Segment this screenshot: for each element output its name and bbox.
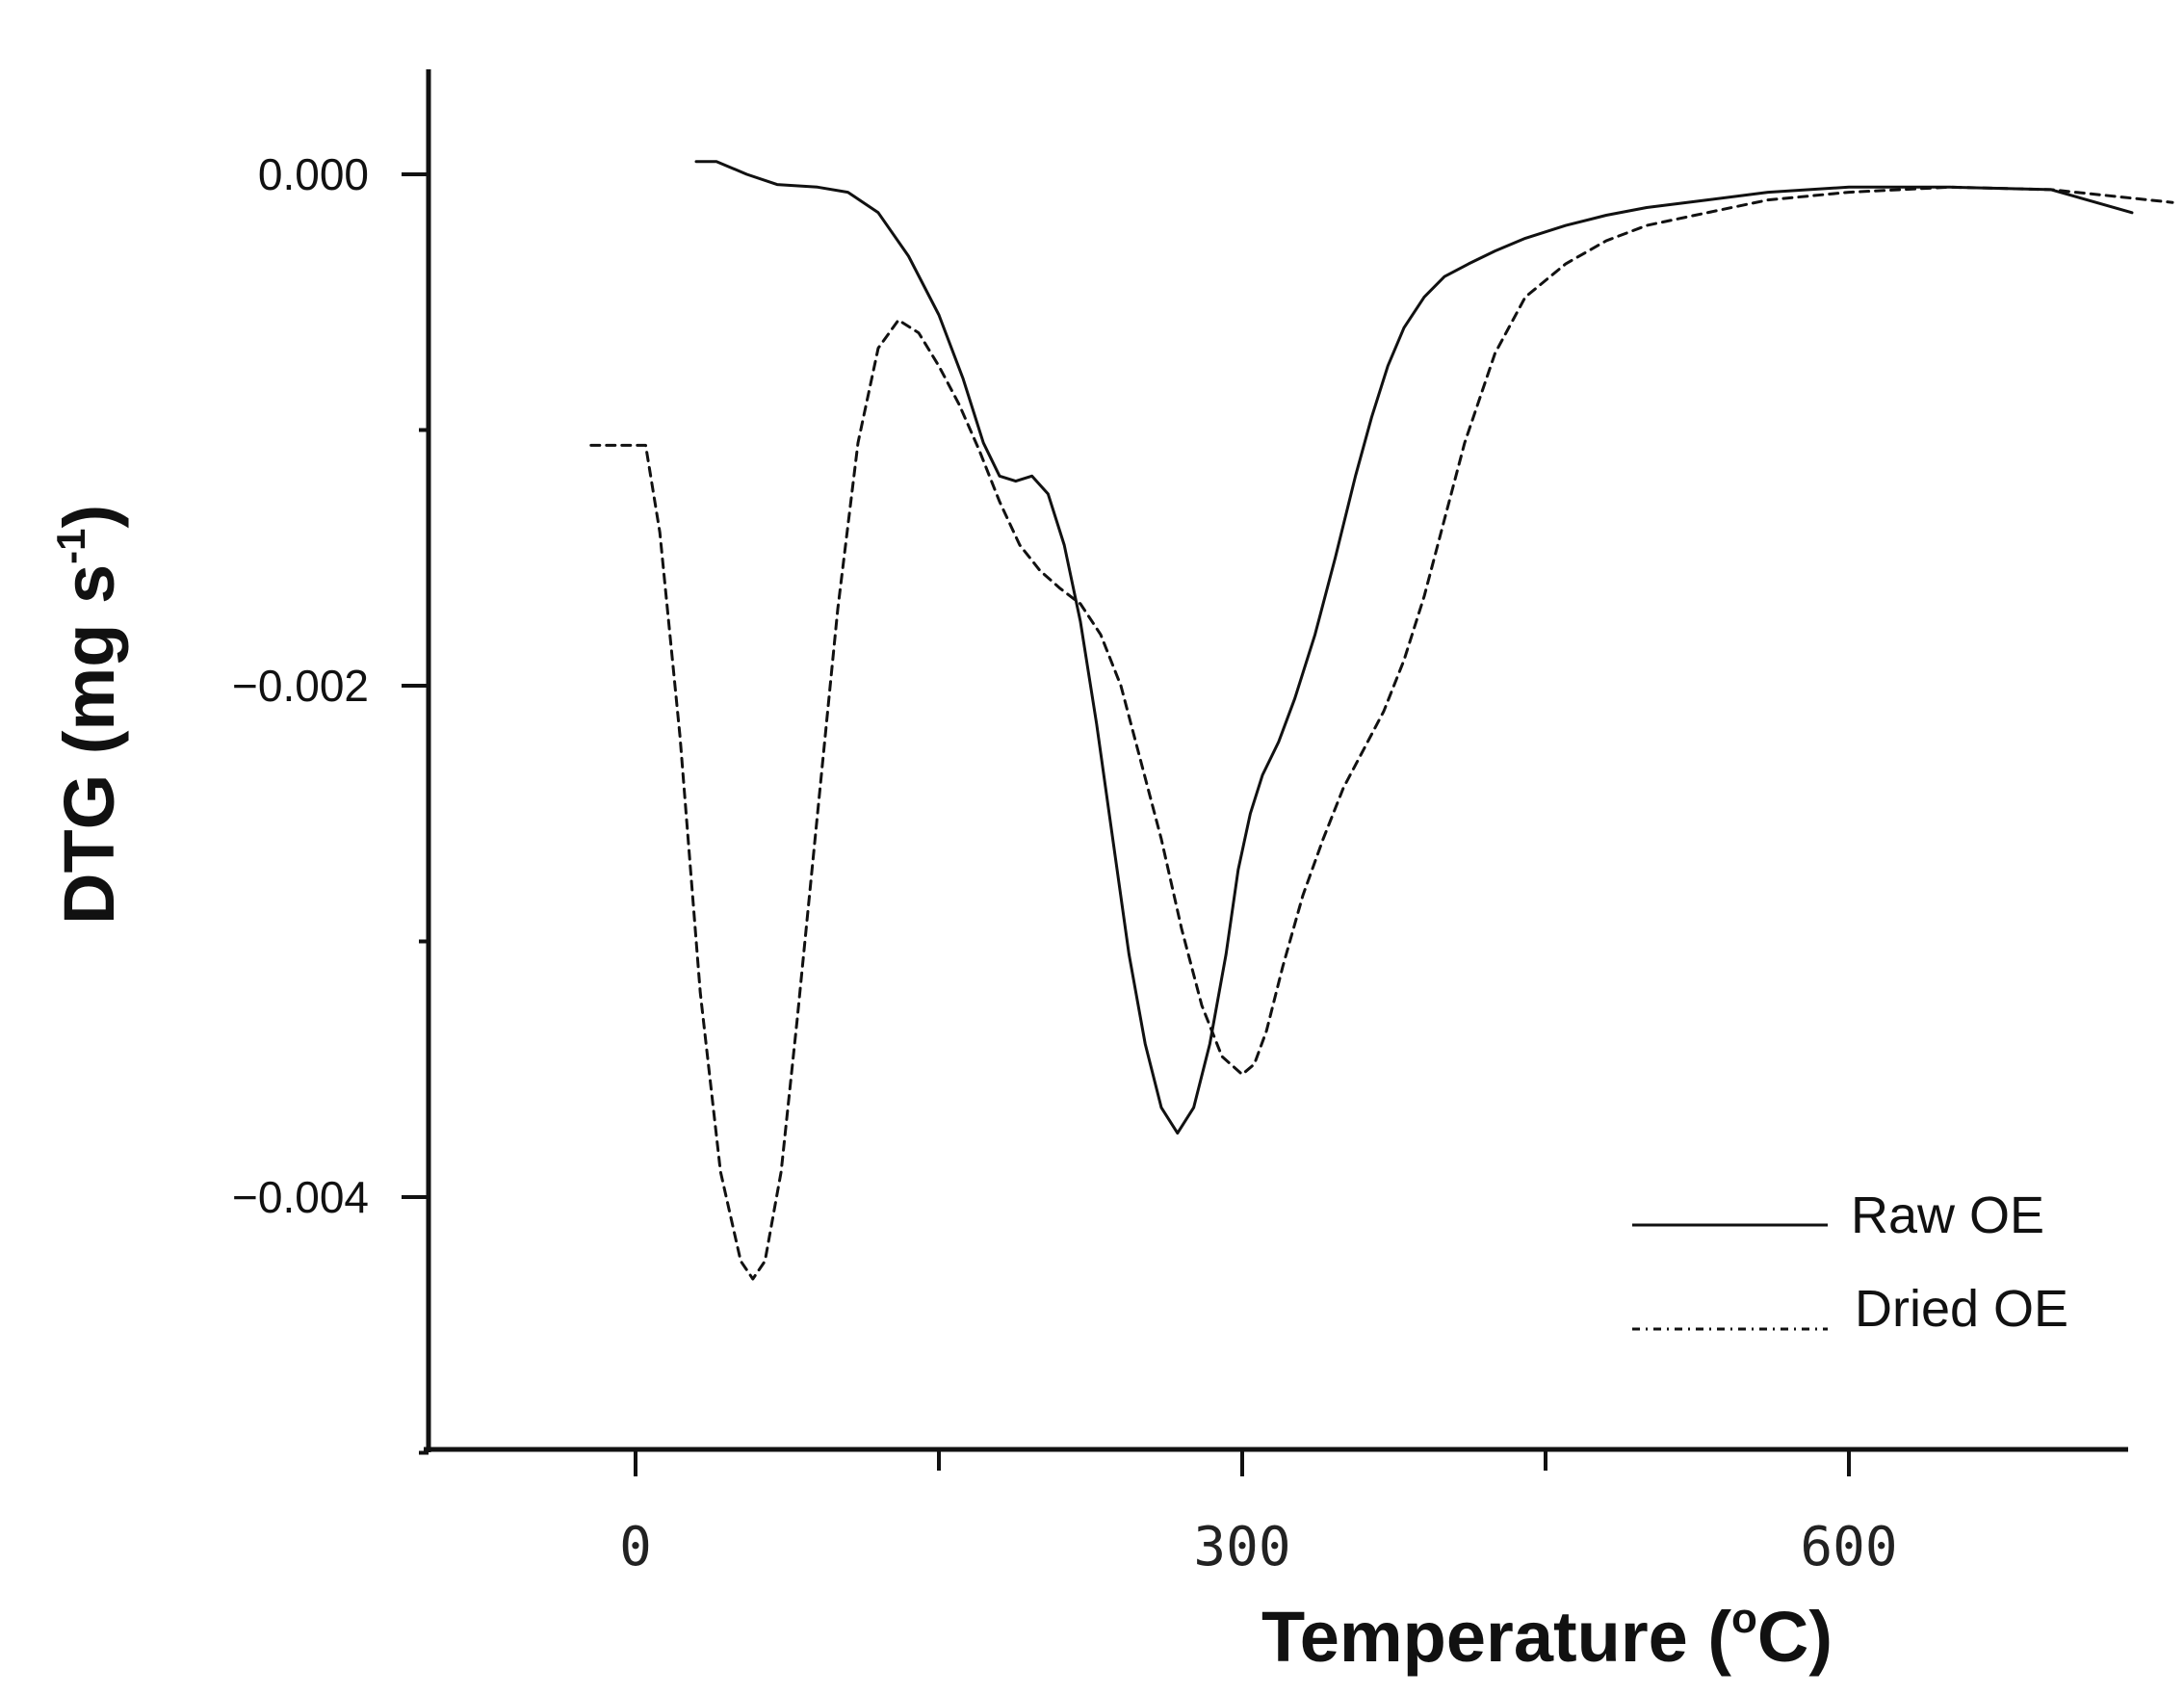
- y-tick-label: 0.000: [258, 149, 369, 199]
- series-line-raw-oe: [694, 160, 2134, 1135]
- legend: Raw OE Dried OE: [1632, 1186, 2068, 1338]
- x-tick-label: 300: [1193, 1516, 1290, 1578]
- series-line-dried-oe: [589, 185, 2174, 1281]
- x-unit-superscript: o: [1731, 1595, 1757, 1642]
- x-axis-title: Temperature (oC): [1261, 1595, 1833, 1677]
- x-tick-label: 600: [1800, 1516, 1897, 1578]
- x-tick-label: 0: [619, 1516, 652, 1578]
- legend-label-dried-oe: Dried OE: [1855, 1280, 2068, 1338]
- y-unit-superscript: -1: [48, 529, 93, 564]
- y-tick-label: −0.002: [232, 661, 369, 711]
- axes: [424, 69, 2128, 1452]
- ticks: 0.000 −0.002 −0.004 0 300 600: [232, 149, 1898, 1578]
- y-tick-label: −0.004: [232, 1172, 369, 1222]
- y-axis-title: DTG (mg s-1): [48, 505, 129, 925]
- series-layer: [589, 160, 2174, 1281]
- legend-label-raw-oe: Raw OE: [1851, 1186, 2044, 1244]
